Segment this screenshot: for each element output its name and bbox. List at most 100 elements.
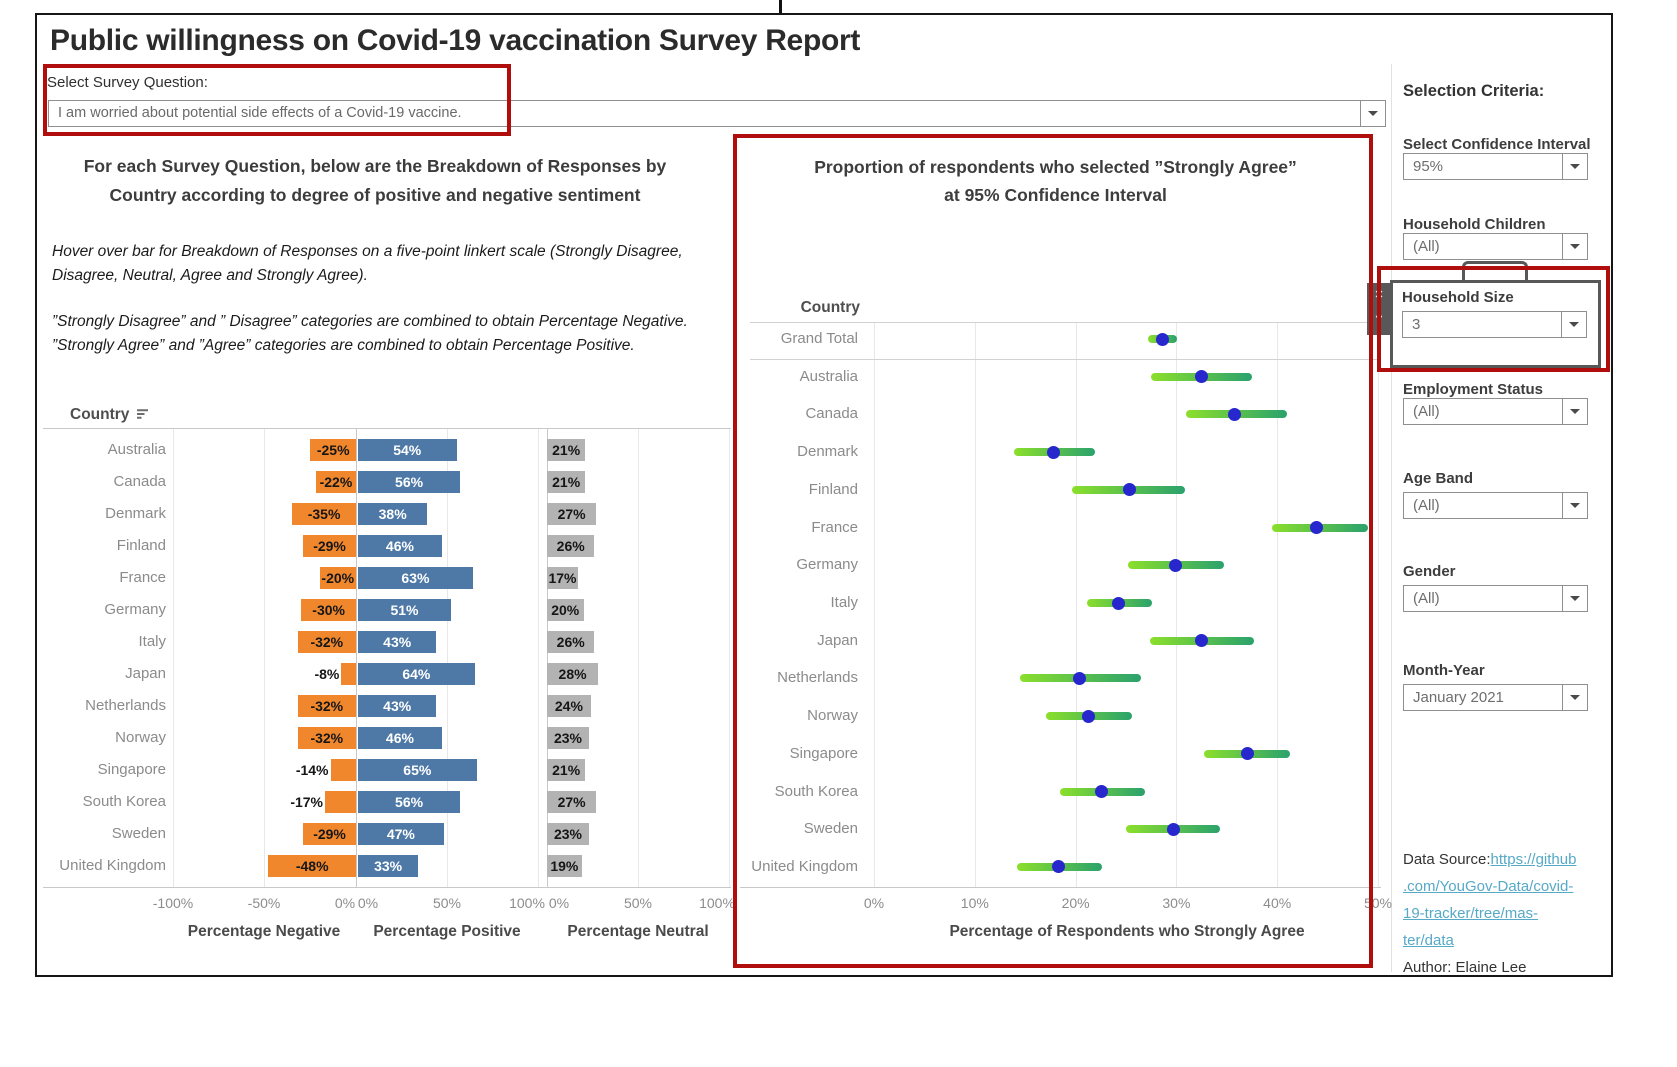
negative-value-label: -30% xyxy=(312,602,345,618)
positive-bar[interactable] xyxy=(358,535,442,557)
positive-value-label: 43% xyxy=(383,698,412,714)
estimate-dot[interactable] xyxy=(1052,860,1065,874)
filter-select-employment-status[interactable]: (All) xyxy=(1403,398,1588,425)
left-chart-heading: For each Survey Question, below are the … xyxy=(75,152,675,210)
positive-bar[interactable] xyxy=(358,855,419,877)
positive-bar[interactable] xyxy=(358,695,437,717)
country-label: United Kingdom xyxy=(751,857,858,875)
estimate-dot[interactable] xyxy=(1073,671,1087,685)
negative-value-label: -20% xyxy=(321,570,355,586)
estimate-dot[interactable] xyxy=(1166,822,1180,836)
country-label: Grand Total xyxy=(780,330,858,347)
datasource-link[interactable]: https://github xyxy=(1490,851,1577,868)
neutral-bar[interactable] xyxy=(547,759,586,781)
datasource-link[interactable]: 19-tracker/tree/mas- xyxy=(1403,905,1539,922)
filter-card-menu-caret-icon[interactable]: ▼ xyxy=(1373,313,1385,325)
neutral-bar[interactable] xyxy=(547,503,597,525)
positive-bar[interactable] xyxy=(358,759,477,781)
gridline xyxy=(729,429,730,887)
neutral-value-label: 27% xyxy=(557,794,586,810)
filter-card-close-icon[interactable]: × xyxy=(1374,286,1384,303)
gridline xyxy=(173,429,174,887)
neutral-bar[interactable] xyxy=(547,631,595,653)
neutral-value-label: 23% xyxy=(553,826,583,842)
neutral-bar[interactable] xyxy=(547,695,591,717)
neutral-bar[interactable] xyxy=(547,535,595,557)
filter-select-month-year[interactable]: January 2021 xyxy=(1403,684,1588,711)
negative-bar[interactable] xyxy=(303,823,356,845)
negative-bar[interactable] xyxy=(292,503,356,525)
country-label: Canada xyxy=(113,473,166,490)
positive-bar[interactable] xyxy=(358,663,475,685)
estimate-dot[interactable] xyxy=(1228,407,1242,421)
filter-select-select-confidence-interval[interactable]: 95% xyxy=(1403,153,1588,180)
filter-select-household-size[interactable]: 3 xyxy=(1402,311,1587,338)
filter-select-age-band[interactable]: (All) xyxy=(1403,492,1588,519)
positive-bar[interactable] xyxy=(358,503,428,525)
negative-bar[interactable] xyxy=(301,599,356,621)
negative-bar[interactable] xyxy=(297,631,356,653)
neutral-bar[interactable] xyxy=(547,791,597,813)
neutral-bar[interactable] xyxy=(547,823,589,845)
estimate-dot[interactable] xyxy=(1112,596,1126,610)
filter-select-gender[interactable]: (All) xyxy=(1403,585,1588,612)
negative-bar[interactable] xyxy=(330,759,356,781)
negative-bar[interactable] xyxy=(310,439,356,461)
estimate-dot[interactable] xyxy=(1046,445,1060,459)
gridline xyxy=(264,429,265,887)
neutral-bar[interactable] xyxy=(547,567,578,589)
axis-tick-label: 100% xyxy=(509,895,545,911)
positive-bar[interactable] xyxy=(358,599,451,621)
positive-bar[interactable] xyxy=(358,631,437,653)
positive-value-label: 47% xyxy=(386,826,415,842)
positive-bar[interactable] xyxy=(358,823,444,845)
estimate-dot[interactable] xyxy=(1168,558,1182,572)
estimate-dot[interactable] xyxy=(1310,521,1323,535)
negative-bar[interactable] xyxy=(315,471,356,493)
negative-bar[interactable] xyxy=(325,791,356,813)
estimate-dot[interactable] xyxy=(1082,709,1096,723)
estimate-dot[interactable] xyxy=(1195,370,1209,384)
neutral-bar[interactable] xyxy=(547,855,582,877)
positive-bar[interactable] xyxy=(358,471,461,493)
estimate-dot[interactable] xyxy=(1155,332,1169,346)
positive-bar[interactable] xyxy=(358,727,442,749)
negative-bar[interactable] xyxy=(297,695,356,717)
country-label: Italy xyxy=(138,633,166,650)
estimate-dot[interactable] xyxy=(1095,785,1109,798)
estimate-dot[interactable] xyxy=(1122,483,1136,497)
axis-tick-label: 0% xyxy=(548,895,570,911)
negative-bar[interactable] xyxy=(297,727,356,749)
positive-value-label: 65% xyxy=(403,762,432,778)
positive-bar[interactable] xyxy=(358,791,461,813)
neutral-bar[interactable] xyxy=(547,727,589,749)
positive-bar[interactable] xyxy=(358,567,473,589)
positive-bar[interactable] xyxy=(358,439,457,461)
axis-zero-line xyxy=(547,429,548,887)
survey-question-dropdown[interactable]: I am worried about potential side effect… xyxy=(48,100,1386,127)
gridline xyxy=(974,323,976,888)
neutral-bar[interactable] xyxy=(547,471,586,493)
country-label: France xyxy=(119,569,166,586)
neutral-bar[interactable] xyxy=(547,439,586,461)
negative-bar[interactable] xyxy=(319,567,356,589)
negative-bar[interactable] xyxy=(268,855,356,877)
negative-bar[interactable] xyxy=(341,663,356,685)
ci-axis-line xyxy=(740,887,1381,888)
axis-tick-label: 30% xyxy=(1162,895,1191,911)
sort-icon[interactable] xyxy=(136,407,149,425)
filter-select-household-children[interactable]: (All) xyxy=(1403,233,1588,260)
filter-value-household-children: (All) xyxy=(1413,238,1440,255)
datasource-link[interactable]: .com/YouGov-Data/covid- xyxy=(1403,878,1574,895)
ci-chart-title: Proportion of respondents who selected ”… xyxy=(808,153,1303,209)
estimate-dot[interactable] xyxy=(1240,747,1254,761)
negative-bar[interactable] xyxy=(303,535,356,557)
negative-value-label: -29% xyxy=(313,538,346,554)
neutral-value-label: 24% xyxy=(554,698,583,714)
left-chart-heading-line2: Country according to degree of positive … xyxy=(109,185,641,205)
neutral-bar[interactable] xyxy=(547,599,584,621)
neutral-bar[interactable] xyxy=(547,663,599,685)
datasource-link[interactable]: ter/data xyxy=(1403,932,1454,949)
estimate-dot[interactable] xyxy=(1195,634,1209,648)
positive-value-label: 43% xyxy=(383,634,412,650)
